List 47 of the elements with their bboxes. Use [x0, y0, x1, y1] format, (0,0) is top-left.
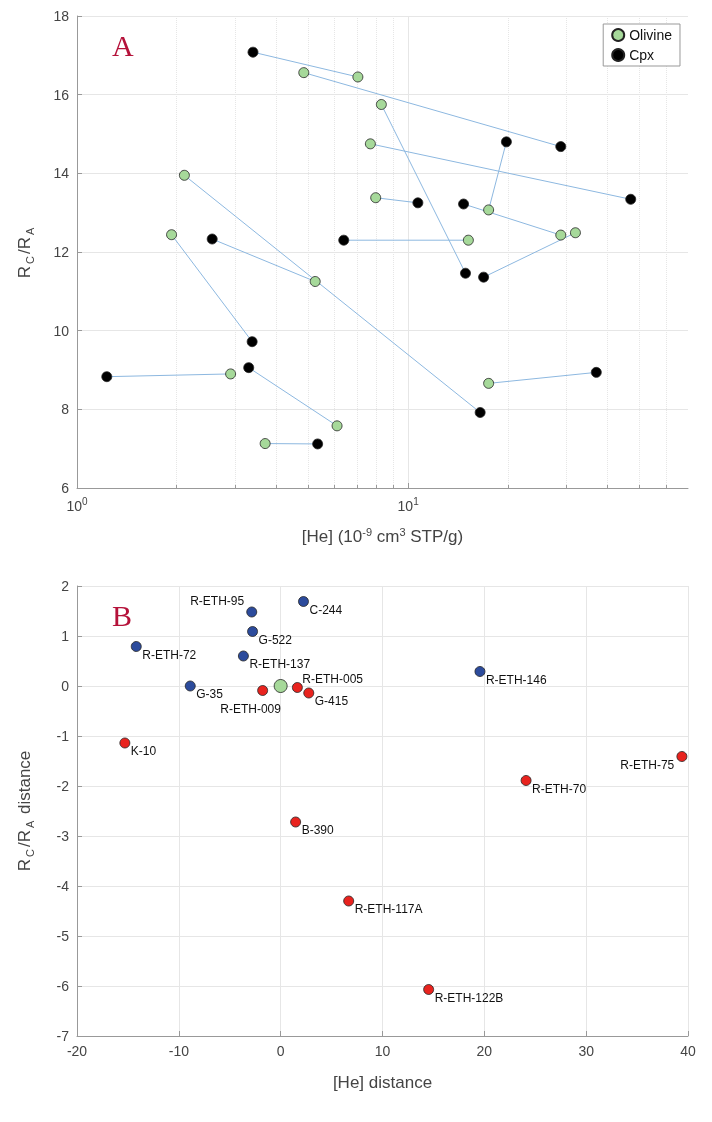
annotation: R-ETH-70 — [532, 781, 587, 796]
x-axis-title: [He] distance — [332, 1073, 433, 1092]
y-tick-label: -2 — [56, 778, 70, 794]
annotation: A — [112, 28, 134, 62]
x-tick-label: 30 — [578, 1043, 595, 1059]
annotation: B — [112, 598, 133, 632]
annotation: R-ETH-95 — [190, 594, 245, 608]
y-tick-label: -1 — [56, 728, 70, 744]
y-tick-label: 6 — [61, 480, 70, 496]
y-tick-label: 18 — [53, 8, 70, 24]
annotation: G-415 — [314, 694, 349, 708]
x-tick-label: -10 — [168, 1043, 190, 1059]
x-tick-label: -20 — [66, 1043, 88, 1059]
y-axis-title: RC/RA distance — [15, 750, 36, 872]
annotation: C-244 — [309, 602, 343, 617]
x-tick-label: 20 — [476, 1043, 493, 1059]
annotation: R-ETH-146 — [485, 672, 547, 687]
annotation: R-ETH-75 — [620, 757, 675, 772]
annotation: R-ETH-005 — [302, 671, 364, 686]
y-tick-label: -5 — [56, 928, 70, 944]
y-tick-label: 2 — [61, 578, 70, 594]
legend-label: Cpx — [629, 47, 655, 63]
y-tick-label: -4 — [56, 878, 70, 894]
x-tick-label: 10 — [374, 1043, 391, 1059]
y-tick-label: -6 — [56, 978, 70, 994]
y-tick-label: -3 — [56, 828, 70, 844]
x-tick-label: 0 — [276, 1043, 285, 1059]
annotation: R-ETH-137 — [249, 657, 311, 671]
y-tick-label: -7 — [56, 1028, 70, 1044]
y-tick-label: 14 — [53, 165, 70, 182]
annotation: R-ETH-72 — [142, 647, 197, 662]
y-tick-label: 16 — [53, 86, 70, 103]
x-tick-label: 40 — [680, 1043, 696, 1059]
y-tick-label: 8 — [61, 401, 70, 418]
annotation: G-35 — [196, 687, 224, 701]
y-axis-title: RC/RA — [15, 227, 36, 279]
y-tick-label: 10 — [53, 322, 70, 339]
y-tick-label: 0 — [61, 678, 70, 694]
annotation: R-ETH-122B — [434, 990, 504, 1005]
annotation: R-ETH-117A — [354, 902, 423, 916]
annotation: G-522 — [258, 632, 293, 647]
y-tick-label: 12 — [53, 244, 70, 260]
annotation: R-ETH-009 — [220, 701, 282, 716]
legend-label: Olivine — [629, 27, 673, 43]
annotation: K-10 — [130, 744, 157, 758]
y-tick-label: 1 — [61, 628, 70, 644]
annotation: B-390 — [301, 823, 334, 837]
